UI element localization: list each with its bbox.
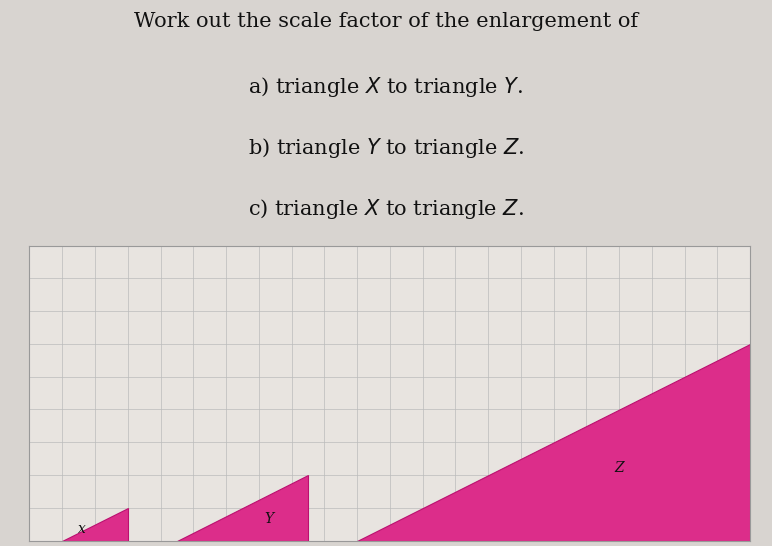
Text: a) triangle $\mathit{X}$ to triangle $\mathit{Y}$.: a) triangle $\mathit{X}$ to triangle $\m…	[249, 75, 523, 99]
Text: b) triangle $\mathit{Y}$ to triangle $\mathit{Z}$.: b) triangle $\mathit{Y}$ to triangle $\m…	[248, 136, 524, 160]
Polygon shape	[357, 344, 750, 541]
Polygon shape	[63, 508, 128, 541]
Text: Y: Y	[264, 512, 273, 526]
Text: Z: Z	[615, 461, 624, 476]
Text: Work out the scale factor of the enlargement of: Work out the scale factor of the enlarge…	[134, 12, 638, 31]
Text: c) triangle $\mathit{X}$ to triangle $\mathit{Z}$.: c) triangle $\mathit{X}$ to triangle $\m…	[248, 197, 524, 221]
Text: x: x	[78, 522, 86, 536]
Polygon shape	[177, 475, 308, 541]
